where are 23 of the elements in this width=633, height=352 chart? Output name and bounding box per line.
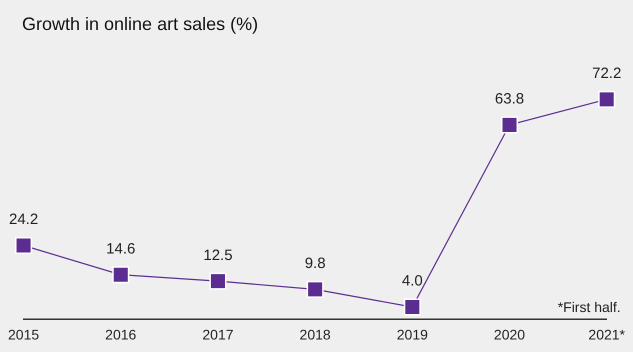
data-label: 4.0 [402,272,423,290]
point [209,272,226,290]
x-tick-label: 2020 [494,326,526,342]
x-tick-label: 2019 [396,326,428,342]
data-label: 63.8 [494,90,524,108]
point [15,236,32,254]
point [112,266,130,284]
x-tick-label: 2017 [202,326,234,342]
point [404,298,421,316]
data-label: 9.8 [304,255,326,272]
point [598,90,616,108]
annotation: *First half. [558,299,621,316]
point [500,116,518,134]
data-label: 72.2 [592,64,622,82]
data-label: 14.6 [106,240,136,258]
data-label: 24.2 [8,211,38,228]
x-tick-label: 2021* [588,326,626,342]
chart-title: Growth in online art sales (%) [22,14,258,34]
x-tick-label: 2015 [8,326,40,342]
data-label: 12.5 [203,246,233,264]
point [306,280,324,298]
x-tick-label: 2018 [300,326,331,342]
x-tick-label: 2016 [105,326,137,342]
